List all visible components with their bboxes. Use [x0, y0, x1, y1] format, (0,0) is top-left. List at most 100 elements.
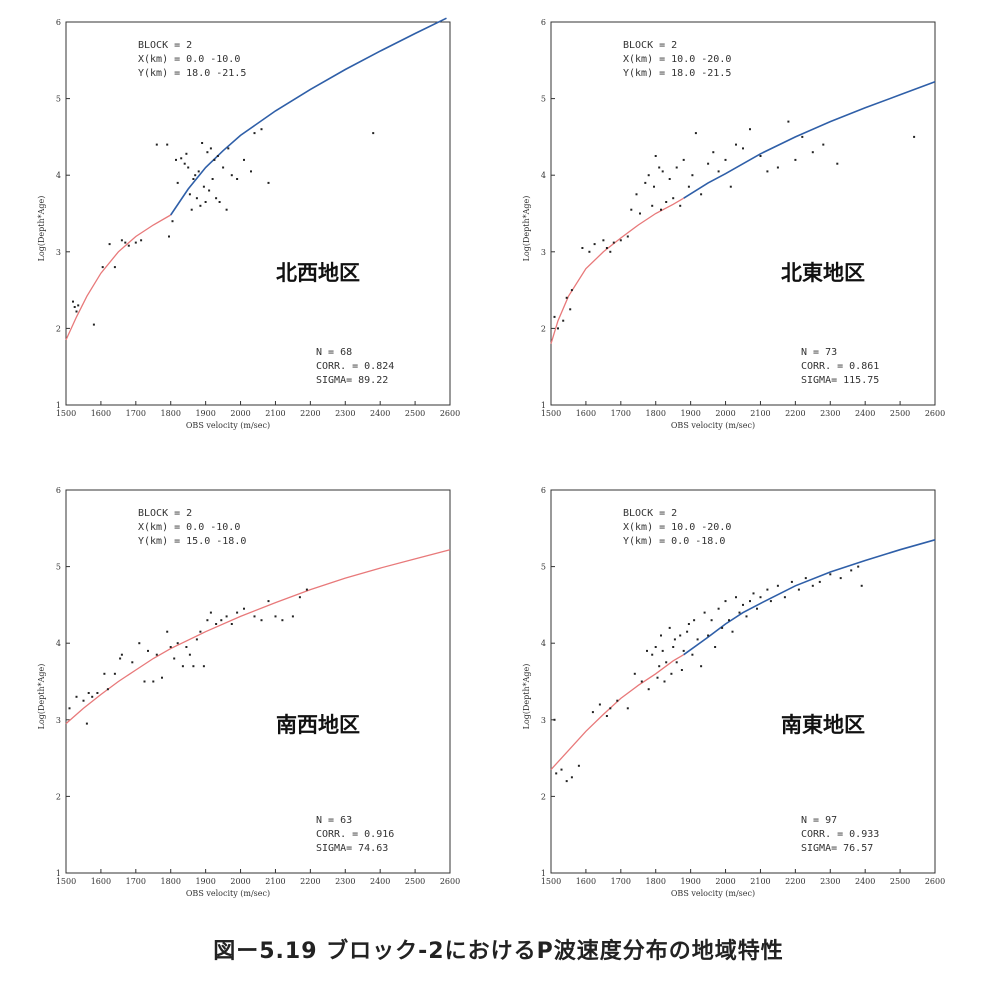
- data-point: [707, 634, 710, 637]
- data-point: [204, 201, 207, 203]
- data-point: [769, 600, 772, 603]
- data-point: [155, 143, 158, 146]
- data-point: [577, 764, 580, 767]
- data-point: [672, 197, 675, 200]
- data-point: [913, 135, 916, 138]
- data-point: [274, 615, 277, 618]
- data-point: [822, 143, 825, 146]
- data-point: [120, 653, 123, 656]
- data-point: [658, 665, 661, 668]
- data-point: [77, 304, 80, 307]
- data-point: [106, 688, 109, 691]
- y-tick-label: 3: [541, 716, 546, 725]
- data-point: [152, 680, 155, 683]
- data-point: [236, 178, 239, 180]
- data-point: [120, 239, 123, 242]
- data-point: [776, 584, 779, 587]
- plot-frame: [65, 489, 451, 874]
- data-point: [372, 132, 375, 135]
- x-tick-label: 1800: [646, 409, 666, 418]
- data-point: [818, 580, 821, 583]
- chart-panel-southeast: 1500 1600 1700 1800 1900 2000 2100 2200 2300 2400…: [515, 478, 985, 923]
- data-point: [260, 619, 263, 622]
- plot-frame: [550, 21, 936, 406]
- data-point: [646, 649, 648, 652]
- fit-curve-blue: [683, 539, 936, 656]
- y-tick-label: 3: [56, 716, 61, 725]
- data-point: [635, 193, 638, 196]
- x-tick-label: 2300: [335, 409, 355, 418]
- x-tick-label: 2200: [785, 409, 805, 418]
- stats-line: N = 63: [316, 815, 352, 826]
- y-tick-label: 2: [56, 324, 61, 333]
- info-line: Y(km) = 0.0 -18.0: [623, 536, 725, 547]
- data-point: [211, 178, 214, 180]
- data-point: [305, 588, 308, 591]
- stats-line: N = 73: [801, 347, 837, 358]
- data-point: [227, 147, 230, 150]
- chart-panel-northeast: 1500 1600 1700 1800 1900 2000 2100 2200 2300 2400…: [515, 10, 985, 455]
- x-tick-label: 2100: [750, 877, 770, 886]
- data-point: [557, 327, 559, 330]
- data-point: [185, 646, 188, 648]
- data-point: [72, 300, 74, 303]
- figure-caption: 図ー5.19 ブロック-2におけるP波速度分布の地域特性: [213, 939, 784, 964]
- data-point: [140, 239, 143, 242]
- data-point: [759, 155, 762, 157]
- data-point: [92, 323, 95, 326]
- x-tick-label: 2000: [230, 877, 250, 886]
- data-point: [176, 181, 179, 184]
- data-point: [687, 185, 690, 188]
- data-point: [609, 250, 612, 253]
- x-tick-label: 1800: [161, 877, 181, 886]
- data-point: [728, 619, 730, 622]
- data-point: [647, 688, 650, 691]
- data-point: [721, 626, 724, 629]
- data-point: [553, 718, 556, 721]
- data-point: [187, 166, 190, 169]
- info-line: BLOCK = 2: [138, 508, 192, 519]
- data-point: [700, 193, 703, 196]
- data-point: [742, 147, 744, 150]
- y-tick-label: 4: [541, 639, 546, 648]
- x-tick-label: 1500: [56, 877, 76, 886]
- data-point: [665, 201, 668, 203]
- data-point: [717, 607, 720, 610]
- y-tick-label: 1: [56, 401, 61, 410]
- data-point: [570, 289, 573, 292]
- data-point: [180, 157, 183, 160]
- data-point: [199, 204, 202, 207]
- x-tick-label: 2500: [405, 409, 425, 418]
- data-point: [188, 193, 191, 196]
- x-tick-label: 2400: [370, 877, 390, 886]
- plot-frame: [65, 21, 451, 406]
- data-point: [651, 204, 654, 207]
- data-point: [183, 162, 186, 165]
- data-point: [776, 166, 779, 169]
- data-point: [731, 630, 734, 633]
- fit-curve-red: [550, 654, 685, 771]
- data-point: [213, 158, 216, 161]
- data-point: [176, 642, 179, 645]
- data-point: [647, 174, 650, 177]
- data-point: [569, 308, 572, 311]
- data-point: [171, 220, 174, 223]
- info-line: BLOCK = 2: [623, 508, 677, 519]
- data-point: [91, 695, 94, 698]
- x-tick-label: 1700: [611, 409, 631, 418]
- x-tick-label: 1900: [680, 409, 700, 418]
- fit-curve-red: [65, 549, 451, 725]
- data-point: [119, 657, 122, 660]
- y-tick-label: 2: [541, 792, 546, 801]
- info-line: BLOCK = 2: [623, 40, 677, 51]
- x-tick-label: 2600: [925, 877, 945, 886]
- data-point: [675, 661, 678, 664]
- data-point: [703, 611, 706, 614]
- y-tick-label: 6: [541, 18, 546, 27]
- data-point: [267, 181, 270, 184]
- data-point: [206, 151, 209, 154]
- info-line: X(km) = 0.0 -10.0: [138, 54, 240, 65]
- data-point: [660, 634, 662, 637]
- stats-line: SIGMA= 115.75: [801, 375, 879, 386]
- data-point: [707, 162, 710, 165]
